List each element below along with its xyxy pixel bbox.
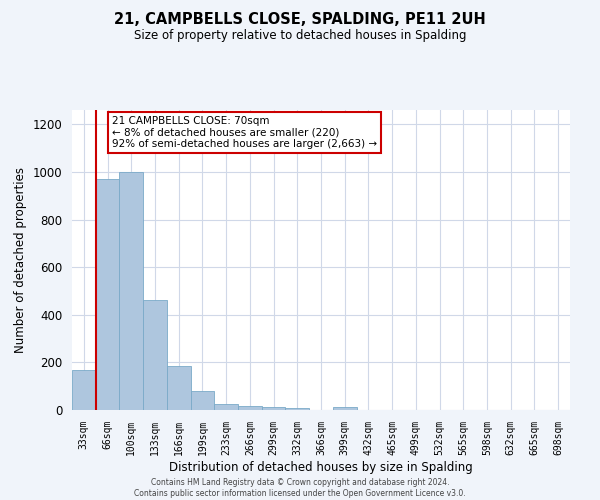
- Y-axis label: Number of detached properties: Number of detached properties: [14, 167, 27, 353]
- Text: 21 CAMPBELLS CLOSE: 70sqm
← 8% of detached houses are smaller (220)
92% of semi-: 21 CAMPBELLS CLOSE: 70sqm ← 8% of detach…: [112, 116, 377, 149]
- X-axis label: Distribution of detached houses by size in Spalding: Distribution of detached houses by size …: [169, 460, 473, 473]
- Text: Size of property relative to detached houses in Spalding: Size of property relative to detached ho…: [134, 29, 466, 42]
- Bar: [191, 391, 214, 410]
- Bar: [333, 407, 356, 410]
- Bar: [72, 370, 96, 410]
- Bar: [119, 172, 143, 410]
- Bar: [167, 366, 191, 410]
- Bar: [238, 406, 262, 410]
- Bar: [143, 300, 167, 410]
- Bar: [214, 404, 238, 410]
- Bar: [286, 408, 309, 410]
- Text: 21, CAMPBELLS CLOSE, SPALDING, PE11 2UH: 21, CAMPBELLS CLOSE, SPALDING, PE11 2UH: [114, 12, 486, 28]
- Text: Contains HM Land Registry data © Crown copyright and database right 2024.
Contai: Contains HM Land Registry data © Crown c…: [134, 478, 466, 498]
- Bar: [96, 179, 119, 410]
- Bar: [262, 407, 286, 410]
